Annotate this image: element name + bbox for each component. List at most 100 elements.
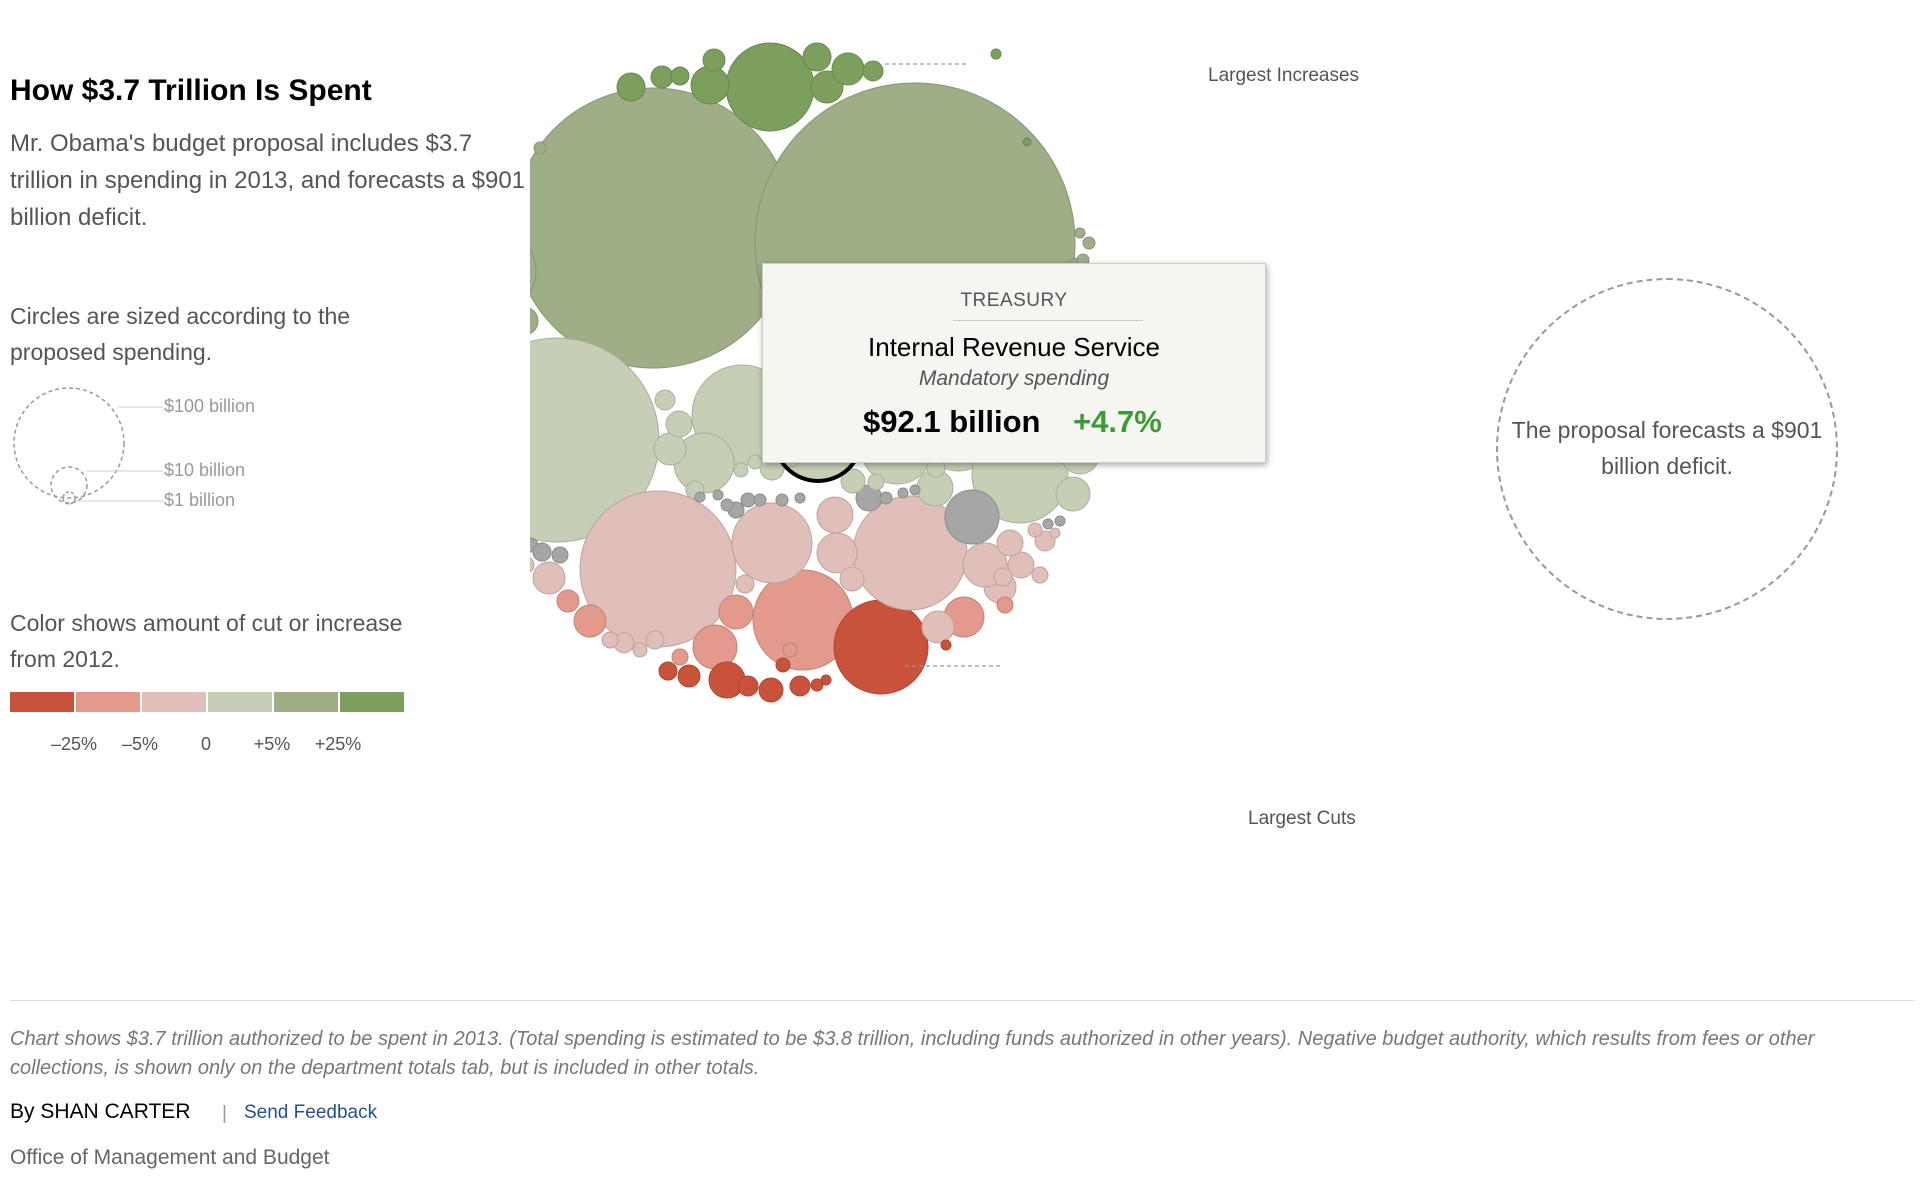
bubble[interactable]	[601, 631, 619, 649]
tooltip-department: TREASURY	[960, 290, 1068, 311]
size-legend-note: Circles are sized according to the propo…	[10, 303, 351, 365]
bubble[interactable]	[658, 661, 678, 681]
bubble[interactable]	[996, 529, 1024, 557]
bubble[interactable]	[833, 599, 929, 695]
bubble[interactable]	[1074, 227, 1086, 239]
size-circle-10b	[50, 466, 88, 504]
bubble[interactable]	[1027, 522, 1043, 538]
bubble[interactable]	[533, 141, 547, 155]
bubble[interactable]	[665, 410, 693, 438]
bubble[interactable]	[1022, 137, 1032, 147]
tooltip-name: Internal Revenue Service	[868, 332, 1160, 362]
bubble[interactable]	[940, 639, 952, 651]
bubble[interactable]	[650, 65, 674, 89]
bubble[interactable]	[556, 589, 580, 613]
size-legend: $100 billion $10 billion $1 billion	[8, 385, 308, 515]
bubble[interactable]	[712, 489, 724, 501]
bubble[interactable]	[775, 493, 789, 507]
bubble[interactable]	[632, 642, 648, 658]
deficit-circle	[1496, 278, 1838, 620]
bubble[interactable]	[530, 229, 537, 313]
color-tick-minus5: –5%	[121, 734, 159, 754]
bubble[interactable]	[677, 664, 701, 688]
color-swatch-5	[274, 692, 338, 712]
bubble[interactable]	[1055, 476, 1091, 512]
bubble[interactable]	[733, 462, 749, 478]
color-legend	[10, 692, 406, 712]
bubble[interactable]	[820, 674, 832, 686]
bubble[interactable]	[670, 66, 690, 86]
color-swatch-4	[208, 692, 272, 712]
bubble[interactable]	[718, 594, 754, 630]
bubble[interactable]	[573, 604, 607, 638]
bubble[interactable]	[653, 432, 687, 466]
size-circle-100b	[13, 387, 125, 499]
callout-largest-cuts: Largest Cuts	[1248, 808, 1356, 829]
bubble[interactable]	[1007, 551, 1035, 579]
bubble[interactable]	[802, 42, 832, 72]
bubble[interactable]	[753, 493, 767, 507]
bubble[interactable]	[775, 657, 791, 673]
bubble[interactable]	[671, 648, 689, 666]
page-title: How $3.7 Trillion Is Spent	[10, 74, 372, 107]
bubble[interactable]	[690, 65, 730, 105]
bubble[interactable]	[1042, 518, 1054, 530]
bubble[interactable]	[839, 566, 865, 592]
bubble[interactable]	[1031, 566, 1049, 584]
source: Office of Management and Budget	[10, 1146, 330, 1169]
bubble[interactable]	[990, 48, 1002, 60]
bubble[interactable]	[735, 574, 755, 594]
bubble[interactable]	[840, 468, 866, 494]
bubble[interactable]	[720, 498, 734, 512]
bubble[interactable]	[758, 677, 784, 703]
bubble[interactable]	[1082, 236, 1096, 250]
callout-largest-increases: Largest Increases	[1208, 65, 1360, 86]
bubble[interactable]	[996, 596, 1014, 614]
tooltip: TREASURY Internal Revenue Service Mandat…	[762, 263, 1266, 463]
bubble[interactable]	[1034, 530, 1056, 552]
bubble[interactable]	[862, 60, 884, 82]
size-circle-1b	[62, 491, 76, 505]
bubble[interactable]	[702, 48, 726, 72]
bubble[interactable]	[532, 561, 566, 595]
bubble[interactable]	[1054, 515, 1066, 527]
size-legend-circles	[13, 387, 163, 505]
color-swatch-3	[142, 692, 206, 712]
bubble[interactable]	[737, 675, 759, 697]
bubble[interactable]	[551, 546, 569, 564]
bubble[interactable]	[944, 489, 1000, 545]
bubble[interactable]	[1049, 527, 1061, 539]
color-swatch-1	[10, 692, 74, 712]
bubble[interactable]	[921, 610, 955, 644]
bubble[interactable]	[789, 675, 811, 697]
color-tick-minus25: –25%	[50, 734, 98, 754]
bubble[interactable]	[831, 52, 865, 86]
bubble[interactable]	[731, 502, 813, 584]
byline-separator: |	[222, 1103, 227, 1124]
bubble[interactable]	[530, 557, 535, 573]
bubble[interactable]	[747, 454, 763, 470]
bubble[interactable]	[532, 542, 552, 562]
bubble[interactable]	[810, 678, 824, 692]
bubble[interactable]	[867, 473, 885, 491]
bubble[interactable]	[993, 567, 1013, 587]
byline: By SHAN CARTER	[10, 1100, 191, 1123]
color-swatch-2	[76, 692, 140, 712]
send-feedback-link[interactable]: Send Feedback	[244, 1102, 378, 1123]
bubble[interactable]	[782, 642, 798, 658]
bubble[interactable]	[645, 630, 665, 650]
bubble[interactable]	[616, 72, 646, 102]
bubble[interactable]	[909, 484, 921, 496]
bubble[interactable]	[694, 491, 706, 503]
bubble[interactable]	[879, 491, 893, 505]
page-subtitle: Mr. Obama's budget proposal includes $3.…	[10, 130, 526, 231]
bubble[interactable]	[530, 87, 794, 369]
bubble[interactable]	[654, 389, 676, 411]
color-legend-note: Color shows amount of cut or increase fr…	[10, 610, 403, 672]
bubble[interactable]	[816, 496, 854, 534]
bubble[interactable]	[794, 492, 806, 504]
bubble[interactable]	[530, 307, 539, 335]
bubble[interactable]	[740, 492, 756, 508]
bubble[interactable]	[897, 487, 909, 499]
bubble[interactable]	[725, 42, 815, 132]
